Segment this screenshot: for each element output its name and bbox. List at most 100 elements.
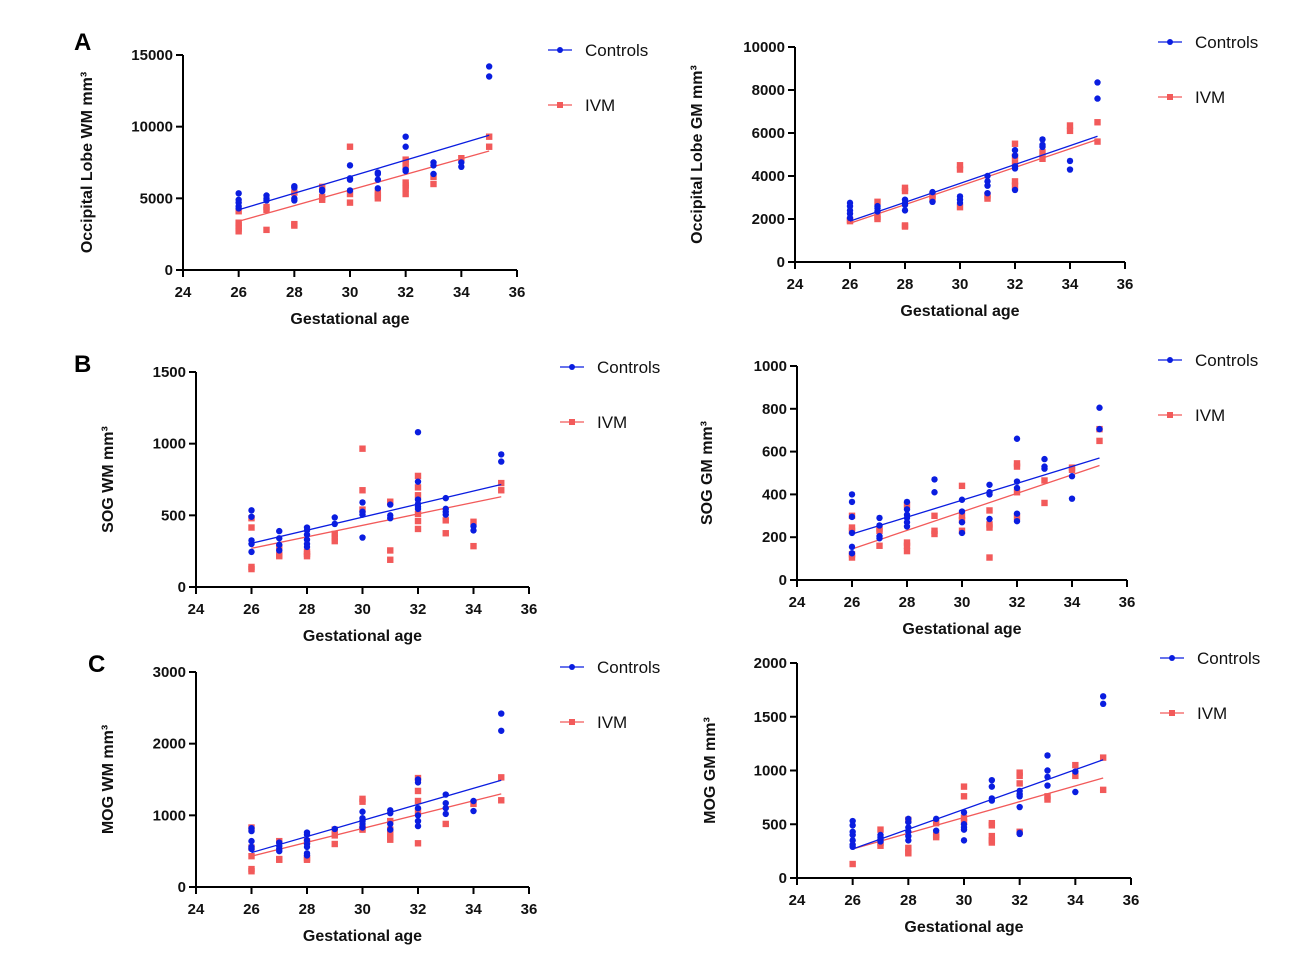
data-point-controls [848,491,856,498]
data-point-ivm [359,445,366,452]
data-point-ivm [498,774,505,781]
y-tick-label: 2000 [153,736,186,753]
y-tick-label: 0 [779,870,787,887]
data-point-ivm [988,839,996,846]
data-point-ivm [986,521,993,528]
data-point-ivm [988,832,996,840]
data-point-controls [903,498,911,506]
legend-marker-ivm [569,419,575,425]
data-point-ivm [1041,477,1048,484]
x-tick-label: 32 [1011,892,1028,909]
data-point-ivm [1039,149,1046,156]
data-point-controls [929,198,936,205]
data-point-ivm [1072,761,1079,769]
y-tick-label: 600 [762,444,787,461]
data-point-controls [1099,693,1107,700]
data-point-ivm [359,487,366,494]
data-point-ivm [903,547,911,555]
series-controls [248,429,505,556]
data-point-controls [248,513,255,520]
data-point-controls [414,804,422,812]
data-point-controls [1011,186,1019,194]
data-point-controls [248,507,255,514]
data-point-ivm [346,143,354,150]
data-point-ivm [931,527,938,534]
x-tick-label: 32 [410,601,427,618]
data-point-controls [848,550,856,557]
y-tick-label: 10000 [743,39,785,56]
y-tick-label: 1000 [153,436,186,453]
y-tick-label: 0 [165,262,173,279]
data-point-controls [1068,473,1076,480]
data-point-controls [960,809,968,816]
data-point-controls [984,190,991,197]
y-tick-label: 1000 [754,763,787,780]
legend-marker-ivm [1167,94,1173,100]
data-point-controls [458,163,465,170]
data-point-ivm [956,203,964,211]
data-point-controls [498,710,505,717]
data-point-ivm [931,530,938,538]
x-tick-label: 32 [1007,276,1024,293]
data-point-controls [901,207,909,214]
x-axis-label: Gestational age [303,928,422,945]
legend-label-controls: Controls [1195,33,1258,52]
series-ivm [849,754,1107,868]
data-point-ivm [1013,463,1021,470]
data-point-ivm [986,554,993,561]
data-point-controls [986,481,993,488]
data-point-ivm [960,793,968,800]
data-point-ivm [498,479,505,487]
data-point-ivm [470,542,477,550]
data-point-controls [387,515,394,522]
data-point-controls [1016,803,1023,811]
data-point-ivm [331,534,338,541]
series-controls [248,710,505,859]
data-point-ivm [303,856,311,863]
legend: Controls IVM [548,41,648,115]
data-point-ivm [903,501,911,509]
x-tick-label: 34 [1067,892,1084,909]
data-point-controls [932,827,940,834]
data-point-ivm [1011,178,1019,185]
y-tick-label: 1500 [754,709,787,726]
data-point-controls [1013,517,1021,525]
data-point-ivm [414,787,422,795]
data-point-ivm [430,180,437,188]
data-point-controls [1041,455,1048,463]
x-tick-label: 30 [354,601,371,618]
data-point-controls [291,184,298,191]
data-point-ivm [988,822,996,829]
x-tick-label: 28 [286,284,303,301]
data-point-ivm [235,228,242,235]
data-point-ivm [1044,793,1051,800]
x-tick-label: 34 [1062,276,1079,293]
data-point-controls [1044,752,1051,759]
data-point-controls [248,845,255,853]
x-tick-label: 34 [465,601,482,618]
data-point-ivm [877,826,884,833]
data-point-ivm [1066,122,1074,129]
data-point-controls [414,505,422,513]
x-tick-label: 32 [1009,594,1026,611]
x-tick-label: 30 [354,901,371,918]
data-point-controls [905,837,912,844]
series-controls [235,63,493,212]
legend-label-ivm: IVM [1197,704,1227,723]
data-point-controls [1039,143,1046,151]
data-point-ivm [387,556,394,563]
data-point-controls [359,534,366,541]
data-point-ivm [248,868,255,875]
data-point-controls [485,63,493,70]
data-point-ivm [931,512,938,519]
data-point-ivm [442,517,449,524]
series-ivm [248,445,505,573]
data-point-controls [276,541,283,548]
data-point-controls [958,529,966,537]
y-tick-label: 0 [178,879,186,896]
x-axis-label: Gestational age [303,628,422,645]
data-point-ivm [1013,460,1021,467]
data-point-ivm [498,797,505,804]
legend-label-ivm: IVM [1195,88,1225,107]
